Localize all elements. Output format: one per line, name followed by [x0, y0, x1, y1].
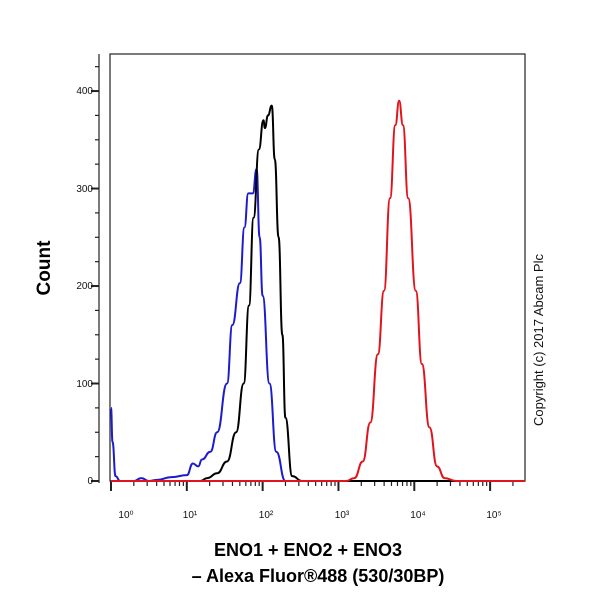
x-tick-label: 10¹ — [183, 510, 198, 521]
y-axis-label: Count — [34, 240, 55, 296]
x-axis — [110, 480, 525, 491]
y-tick-labels: 0 100 200 300 400 — [76, 86, 93, 487]
y-tick-label: 0 — [87, 476, 93, 487]
histogram-curves — [110, 99, 525, 483]
y-tick-label: 300 — [76, 184, 93, 195]
x-tick-label: 10⁰ — [118, 510, 133, 521]
y-tick-label: 400 — [76, 86, 93, 97]
histogram-curve-blue — [110, 168, 525, 483]
copyright-text: Copyright (c) 2017 Abcam Plc — [531, 254, 546, 426]
x-axis-label-line2: – Alexa Fluor®488 (530/30BP) — [192, 566, 445, 586]
histogram-curve-red — [111, 99, 525, 483]
y-axis — [91, 54, 100, 483]
y-tick-label: 100 — [76, 379, 93, 390]
x-axis-label-line1: ENO1 + ENO2 + ENO3 — [214, 540, 402, 560]
y-tick-label: 200 — [76, 281, 93, 292]
x-tick-label: 10² — [259, 510, 274, 521]
x-tick-label: 10⁵ — [486, 510, 501, 521]
plot-frame — [109, 53, 526, 482]
x-tick-label: 10³ — [335, 510, 350, 521]
x-tick-labels: 10⁰ 10¹ 10² 10³ 10⁴ 10⁵ — [118, 510, 501, 521]
x-tick-label: 10⁴ — [410, 510, 425, 521]
histogram-curve-black — [111, 104, 525, 483]
